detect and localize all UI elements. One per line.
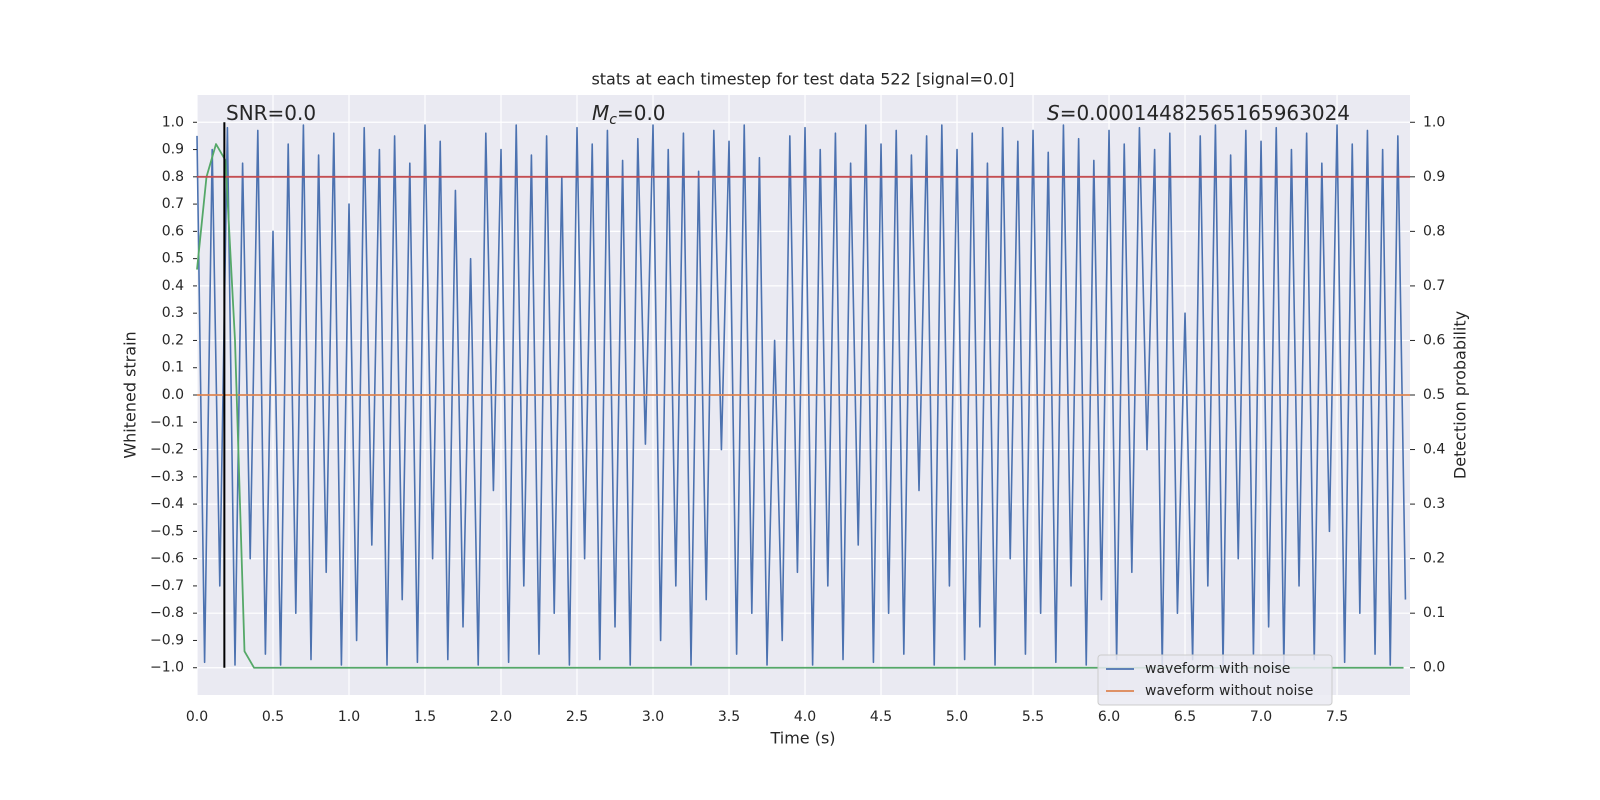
annotation: S=0.00014482565165963024 [1047, 101, 1350, 125]
series-line [196, 143, 1404, 669]
annotation-text: =0.0 [617, 101, 666, 125]
y-tick-label: 0.6 [162, 223, 184, 239]
x-tick-label: 3.5 [718, 709, 740, 725]
x-tick-label: 6.0 [1098, 709, 1120, 725]
y-axis-label: Whitened strain [121, 331, 140, 458]
x-tick-label: 3.0 [642, 709, 664, 725]
y-tick-label: −0.5 [150, 523, 184, 539]
annotation-symbol: M [592, 101, 609, 125]
y-tick-label: −0.1 [150, 414, 184, 430]
y2-tick-label: 0.8 [1423, 223, 1445, 239]
y2-tick-label: 0.0 [1423, 660, 1445, 676]
x-tick-label: 1.5 [414, 709, 436, 725]
y-tick-label: 0.1 [162, 360, 184, 376]
x-tick-label: 6.5 [1174, 709, 1196, 725]
x-axis-label: Time (s) [769, 729, 835, 748]
y2-tick-label: 0.6 [1423, 332, 1445, 348]
x-tick-label: 0.5 [262, 709, 284, 725]
y-tick-label: 0.7 [162, 196, 184, 212]
x-tick-label: 7.5 [1326, 709, 1348, 725]
y2-tick-label: 0.2 [1423, 551, 1445, 567]
annotation: Mc=0.0 [592, 101, 666, 129]
y-tick-label: −0.2 [150, 442, 184, 458]
series-line [196, 124, 1407, 666]
y-tick-label: −0.7 [150, 578, 184, 594]
y-tick-label: 0.8 [162, 169, 184, 185]
y2-tick-label: 0.5 [1423, 387, 1445, 403]
x-tick-label: 5.0 [946, 709, 968, 725]
y2-tick-label: 1.0 [1423, 114, 1445, 130]
y2-tick-label: 0.1 [1423, 605, 1445, 621]
y-tick-label: 1.0 [162, 114, 184, 130]
y-tick-label: 0.2 [162, 332, 184, 348]
x-tick-label: 7.0 [1250, 709, 1272, 725]
y-tick-label: 0.3 [162, 305, 184, 321]
marks [196, 122, 1410, 669]
legend-label: waveform without noise [1145, 683, 1313, 699]
y2-tick-label: 0.4 [1423, 442, 1445, 458]
y-tick-label: −0.3 [150, 469, 184, 485]
y-tick-label: 0.5 [162, 251, 184, 267]
axes: 0.0 0.5 1.0 1.5 2.0 2.5 3.0 3.5 4.0 4.5 5.0 5.5 6.0 6… [150, 114, 1445, 725]
annotation-text: =0.00014482565165963024 [1060, 101, 1350, 125]
x-tick-label: 4.0 [794, 709, 816, 725]
y-tick-label: 0.4 [162, 278, 184, 294]
y-tick-label: −1.0 [150, 660, 184, 676]
x-tick-label: 4.5 [870, 709, 892, 725]
y-tick-label: −0.6 [150, 551, 184, 567]
x-tick-label: 2.5 [566, 709, 588, 725]
y-tick-label: −0.9 [150, 632, 184, 648]
annotation-symbol: S [1047, 101, 1060, 125]
y2-tick-label: 0.3 [1423, 496, 1445, 512]
chart-title: stats at each timestep for test data 522… [591, 70, 1014, 89]
y2-axis-label: Detection probability [1451, 311, 1470, 479]
legend-label: waveform with noise [1145, 661, 1290, 677]
y2-tick-label: 0.7 [1423, 278, 1445, 294]
x-tick-label: 0.0 [186, 709, 208, 725]
y-tick-label: −0.4 [150, 496, 184, 512]
x-tick-label: 5.5 [1022, 709, 1044, 725]
y-tick-label: 0.9 [162, 142, 184, 158]
annotation-subscript: c [609, 112, 617, 128]
y2-tick-label: 0.9 [1423, 169, 1445, 185]
y-tick-label: −0.8 [150, 605, 184, 621]
legend: waveform with noise waveform without nois… [1097, 654, 1333, 706]
legend-box [1097, 654, 1333, 706]
x-tick-label: 1.0 [338, 709, 360, 725]
x-tick-label: 2.0 [490, 709, 512, 725]
annotation: SNR=0.0 [226, 101, 316, 125]
annotation-text: SNR=0.0 [226, 101, 316, 125]
y-tick-label: 0.0 [162, 387, 184, 403]
